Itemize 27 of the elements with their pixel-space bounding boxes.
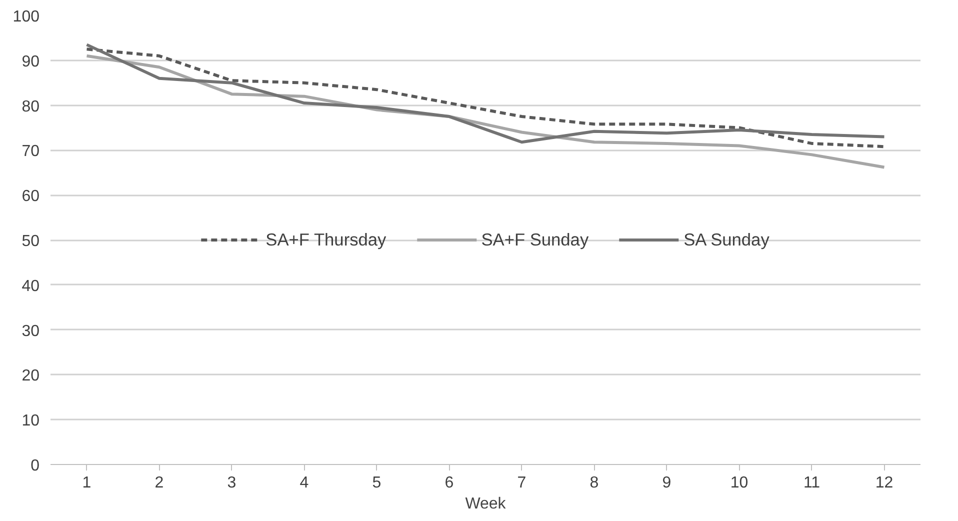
x-axis-title: Week [465, 496, 507, 512]
legend-label: SA+F Sunday [481, 229, 589, 250]
y-tick-label: 80 [22, 98, 40, 116]
x-tick-label: 8 [590, 474, 599, 492]
x-tick-label: 6 [444, 474, 454, 492]
y-tick-label: 70 [22, 143, 40, 160]
x-tick-label: 4 [300, 474, 309, 492]
y-tick-label: 20 [22, 368, 40, 385]
x-tick-label: 10 [730, 474, 748, 492]
y-tick-label: 30 [22, 322, 40, 340]
y-tick-label: 50 [22, 233, 40, 250]
x-tick-label: 7 [517, 474, 526, 492]
legend-label: SA+F Thursday [266, 229, 386, 250]
y-tick-label: 90 [22, 53, 40, 70]
y-tick-label: 40 [22, 278, 40, 295]
x-tick-label: 3 [227, 474, 236, 492]
y-tick-label: 0 [30, 458, 40, 474]
y-tick-label: 100 [12, 8, 40, 26]
x-tick-label: 2 [154, 474, 164, 492]
y-tick-label: 60 [22, 188, 40, 206]
x-tick-label: 1 [82, 474, 92, 492]
x-tick-label: 5 [372, 474, 382, 492]
x-tick-label: 11 [803, 474, 820, 492]
x-tick-label: 12 [875, 474, 894, 492]
legend-label: SA Sunday [684, 229, 770, 250]
y-tick-label: 10 [22, 412, 40, 430]
x-tick-label: 9 [662, 474, 672, 492]
